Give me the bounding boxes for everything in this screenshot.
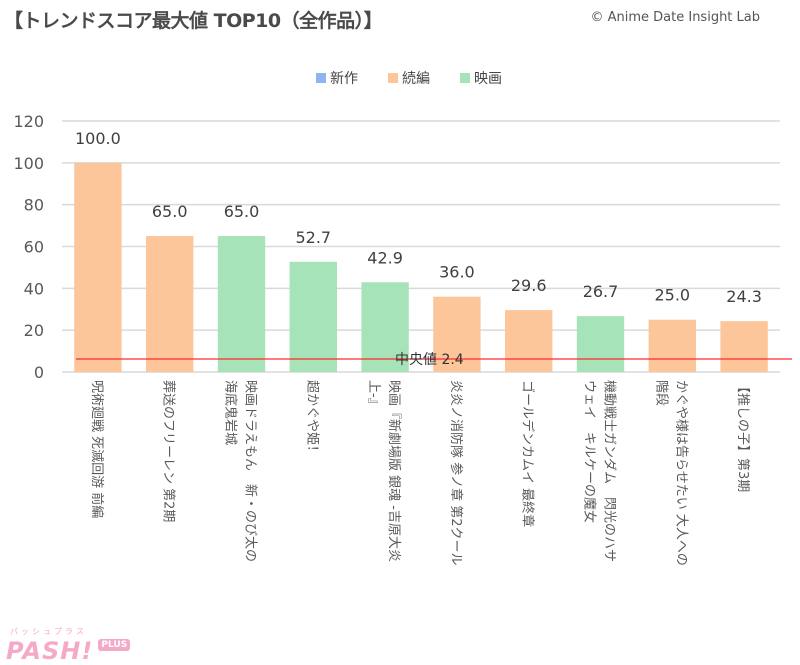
logo-plus: PLUS — [98, 639, 131, 651]
x-tick-label: ゴールデンカムイ 最終章 — [520, 380, 536, 527]
x-tick-label: 超かぐや姫！ — [304, 380, 319, 458]
x-tick-label: 炎炎ノ消防隊 参ノ章 第2クール — [448, 380, 464, 566]
legend-item: 映画 — [460, 71, 502, 87]
value-label: 52.7 — [295, 228, 331, 247]
value-label: 29.6 — [511, 276, 547, 295]
bars — [74, 162, 768, 372]
median-label: 中央値 2.4 — [395, 352, 464, 368]
bar — [576, 316, 625, 372]
value-label: 24.3 — [726, 287, 762, 306]
logo-main: PASH! — [6, 637, 94, 665]
x-tick-label: 【推しの子】第3期 — [735, 380, 750, 492]
x-tick-label: 機動戦士ガンダム 閃光のハサ — [602, 380, 617, 562]
value-label: 100.0 — [75, 129, 121, 148]
value-label: 65.0 — [224, 202, 260, 221]
legend-item: 新作 — [316, 71, 358, 87]
value-label: 25.0 — [654, 286, 690, 305]
credit-text: © Anime Date Insight Lab — [590, 10, 760, 25]
legend: 新作 続編 映画 — [316, 70, 502, 87]
x-tick-label: 海底鬼岩城 — [223, 380, 239, 445]
bar — [217, 236, 266, 372]
value-label: 36.0 — [439, 263, 475, 282]
bar — [361, 282, 409, 372]
y-tick-label: 40 — [24, 279, 44, 298]
bar — [289, 261, 337, 372]
bar — [720, 321, 768, 372]
legend-label: 続編 — [402, 70, 430, 87]
x-tick-label: 葬送のフリーレン 第2期 — [161, 380, 176, 522]
x-tick-label: 映画『新劇場版 銀魂 -吉原大炎 — [386, 380, 402, 562]
pash-plus-logo: パッシュプラス PASH! PLUS — [6, 626, 131, 665]
y-tick-label: 60 — [24, 238, 44, 257]
legend-item: 続編 — [388, 70, 430, 87]
x-tick-label: 階段 — [653, 380, 668, 406]
legend-swatch — [460, 73, 470, 83]
y-tick-label: 20 — [24, 321, 44, 340]
x-tick-label: 呪術廻戦 死滅回游 前編 — [89, 380, 105, 518]
bar — [74, 162, 122, 372]
bar — [146, 236, 194, 372]
bar — [505, 310, 553, 372]
value-label: 42.9 — [367, 248, 403, 267]
y-tick-label: 80 — [24, 196, 44, 215]
x-tick-label: 映画ドラえもん 新・のび太の — [243, 380, 259, 562]
x-tick-label: ウェイ キルケーの魔女 — [582, 380, 598, 523]
legend-label: 新作 — [330, 71, 358, 87]
value-label: 65.0 — [152, 202, 188, 221]
median-line-group: 中央値 2.4 — [76, 352, 792, 368]
y-tick-label: 100 — [13, 154, 44, 173]
y-tick-label: 0 — [34, 363, 44, 382]
y-tick-label: 120 — [13, 112, 44, 131]
x-tick-label: 上-』 — [366, 380, 381, 411]
chart-title: 【トレンドスコア最大値 TOP10（全作品）】 — [4, 10, 383, 32]
bar — [648, 319, 696, 372]
logo-kana: パッシュプラス — [10, 627, 87, 636]
legend-swatch — [316, 73, 326, 83]
x-tick-label: かぐや様は告らせたい 大人への — [673, 380, 688, 566]
value-label: 26.7 — [583, 282, 619, 301]
value-labels: 100.0 65.0 65.0 52.7 42.9 36.0 29.6 26.7 25.0 24.… — [75, 129, 762, 306]
y-axis-ticks: 0 20 40 60 80 100 120 — [13, 112, 44, 382]
legend-swatch — [388, 73, 398, 83]
legend-label: 映画 — [474, 71, 502, 87]
x-axis-labels: 呪術廻戦 死滅回游 前編 葬送のフリーレン 第2期 映画ドラえもん 新・のび太の海底… — [89, 380, 750, 566]
